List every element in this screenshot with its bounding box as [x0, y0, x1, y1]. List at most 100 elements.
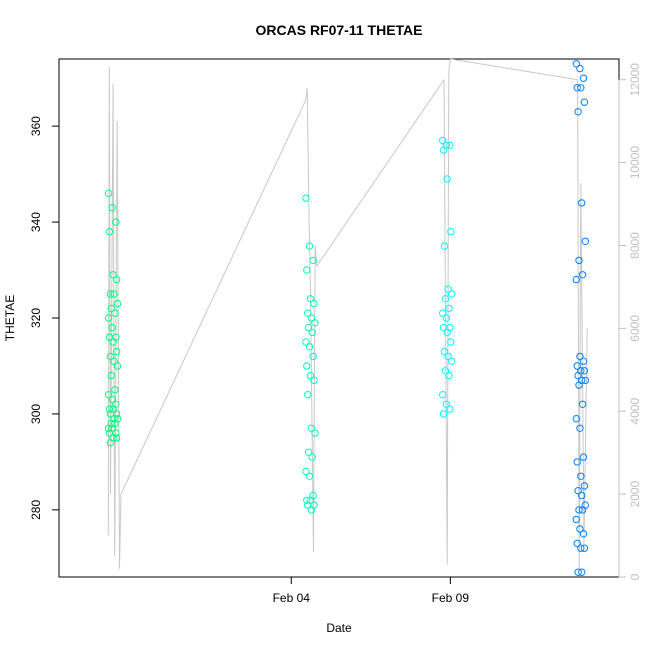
data-point — [303, 362, 311, 370]
data-point — [572, 60, 580, 68]
data-point — [302, 467, 310, 476]
x-axis-label: Date — [326, 621, 352, 635]
data-point — [109, 338, 117, 346]
y-axis-left: 280 300 320 340 360 — [29, 116, 60, 520]
data-point — [302, 338, 310, 346]
y2-tick-label: 2000 — [628, 480, 642, 507]
data-point — [306, 371, 315, 380]
data-point — [304, 323, 313, 332]
chart-title: ORCAS RF07-11 THETAE — [256, 22, 423, 38]
data-point — [575, 381, 583, 389]
y-tick-label: 320 — [29, 308, 43, 328]
data-point — [446, 141, 454, 150]
data-point — [574, 568, 582, 576]
altitude-connector — [450, 58, 578, 81]
data-point — [447, 228, 455, 236]
data-point — [444, 352, 452, 361]
y-axis-right: 0 2000 4000 6000 8000 10000 12000 — [618, 63, 642, 580]
data-points — [104, 60, 589, 576]
altitude-lines — [107, 58, 588, 569]
data-point — [308, 453, 316, 461]
y2-tick-label: 0 — [628, 573, 642, 580]
data-point — [441, 367, 450, 375]
data-point — [106, 352, 115, 361]
data-point — [107, 371, 116, 380]
data-point — [580, 367, 589, 375]
data-point — [580, 482, 589, 490]
data-point — [573, 84, 581, 92]
y-tick-label: 360 — [29, 116, 43, 136]
data-point — [578, 400, 587, 408]
data-point — [572, 275, 580, 284]
data-point — [574, 487, 582, 495]
data-point — [111, 309, 119, 317]
data-point — [579, 453, 588, 461]
data-point — [104, 424, 113, 432]
y-tick-label: 280 — [29, 500, 43, 520]
data-point — [305, 242, 314, 250]
y2-tick-label: 6000 — [628, 315, 642, 342]
data-point — [309, 256, 317, 265]
data-point — [574, 108, 582, 116]
data-point — [578, 491, 586, 500]
data-point — [578, 271, 587, 279]
data-point — [442, 400, 450, 408]
data-point — [106, 290, 115, 298]
data-point — [446, 405, 454, 413]
data-point — [448, 357, 456, 365]
data-point — [302, 194, 310, 202]
data-point — [448, 290, 456, 298]
data-point — [113, 347, 121, 356]
data-point — [305, 472, 314, 480]
data-point — [105, 405, 114, 413]
x-axis: Feb 04 Feb 09 — [273, 577, 470, 605]
x-tick-label: Feb 04 — [273, 591, 311, 605]
data-point — [576, 525, 584, 533]
data-point — [577, 472, 585, 480]
data-point — [575, 506, 583, 514]
data-point — [442, 314, 450, 322]
data-point — [579, 530, 588, 538]
data-point — [572, 515, 580, 524]
data-point — [576, 352, 584, 361]
data-point — [304, 309, 312, 317]
data-point — [110, 357, 118, 365]
data-point — [577, 84, 585, 92]
data-point — [447, 338, 455, 346]
data-point — [439, 410, 448, 418]
data-point — [104, 314, 113, 322]
data-point — [107, 304, 116, 313]
data-point — [439, 146, 448, 154]
x-tick-label: Feb 09 — [432, 591, 470, 605]
data-point — [311, 319, 319, 327]
data-point — [113, 275, 121, 284]
data-point — [311, 429, 319, 437]
altitude-trace — [305, 87, 318, 553]
data-point — [310, 299, 318, 308]
altitude-connector — [120, 100, 307, 495]
data-point — [573, 362, 581, 370]
data-point — [307, 424, 315, 432]
y2-tick-label: 8000 — [628, 232, 642, 259]
data-point — [580, 544, 589, 552]
data-point — [306, 295, 315, 303]
data-point — [108, 395, 116, 404]
data-point — [581, 237, 589, 246]
data-point — [305, 343, 314, 351]
data-point — [576, 64, 584, 73]
data-point — [443, 328, 451, 337]
y-tick-label: 340 — [29, 212, 43, 232]
data-point — [104, 391, 113, 399]
data-point — [309, 352, 317, 361]
data-point — [578, 199, 586, 207]
data-point — [304, 501, 312, 509]
data-point — [104, 189, 113, 198]
data-point — [578, 506, 587, 514]
data-point — [111, 386, 119, 394]
data-point — [581, 376, 589, 385]
y2-tick-label: 10000 — [628, 146, 642, 180]
data-point — [440, 242, 449, 250]
data-point — [580, 98, 589, 106]
data-point — [304, 448, 313, 456]
